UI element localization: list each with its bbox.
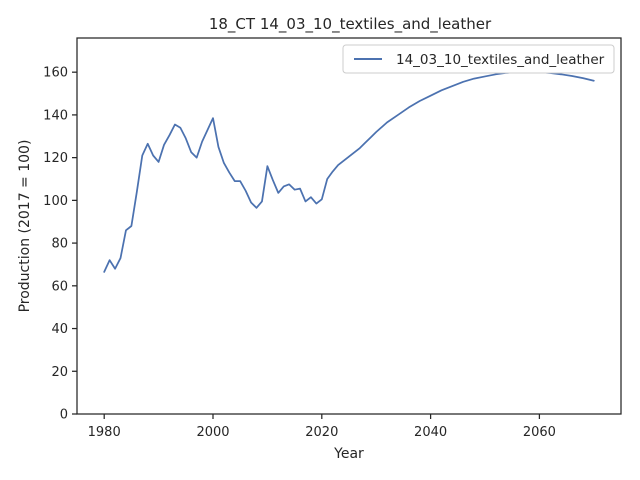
y-axis: 0 20 40 60 80 100 120 140 160 bbox=[43, 66, 77, 423]
y-tick-label: 40 bbox=[51, 322, 68, 337]
y-tick-label: 100 bbox=[43, 194, 68, 209]
y-tick-label: 140 bbox=[43, 108, 68, 123]
x-tick-label: 2060 bbox=[523, 425, 556, 440]
legend-box bbox=[342, 44, 615, 74]
x-axis-label: Year bbox=[333, 446, 364, 462]
legend-label: 14_03_10_textiles_and_leather bbox=[396, 52, 605, 68]
plot-frame bbox=[76, 37, 622, 415]
y-tick-label: 60 bbox=[51, 279, 68, 294]
x-axis: 1980 2000 2020 2040 2060 bbox=[88, 414, 556, 440]
series-line bbox=[103, 70, 595, 273]
x-tick-label: 2040 bbox=[414, 425, 447, 440]
legend: 14_03_10_textiles_and_leather bbox=[342, 44, 615, 74]
x-tick-label: 2000 bbox=[196, 425, 229, 440]
x-tick-label: 2020 bbox=[305, 425, 338, 440]
x-tick-label: 1980 bbox=[88, 425, 121, 440]
plot-area bbox=[76, 37, 622, 415]
y-tick-label: 120 bbox=[43, 151, 68, 166]
y-tick-label: 80 bbox=[51, 237, 68, 252]
chart-title: 18_CT 14_03_10_textiles_and_leather bbox=[209, 15, 492, 34]
y-axis-label: Production (2017 = 100) bbox=[17, 140, 33, 313]
y-tick-label: 0 bbox=[60, 408, 68, 423]
y-tick-label: 20 bbox=[51, 365, 68, 380]
y-tick-label: 160 bbox=[43, 66, 68, 81]
